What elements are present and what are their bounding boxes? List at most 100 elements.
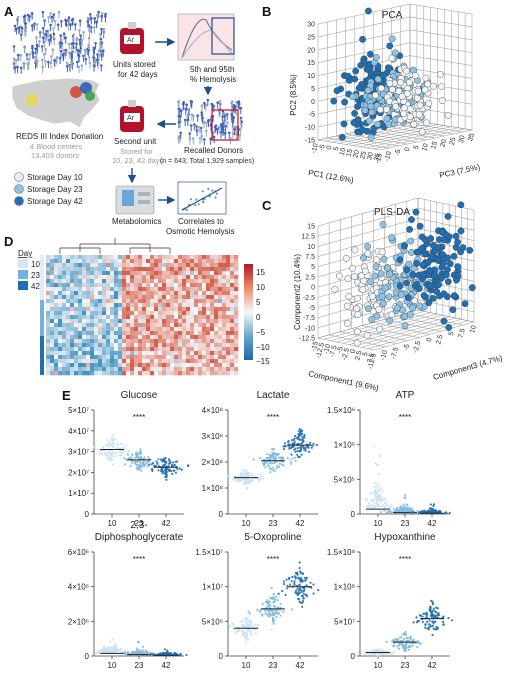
heatmap-cell <box>110 307 115 312</box>
grid-line <box>317 16 411 38</box>
data-point <box>378 485 381 488</box>
chart-title: Hypoxanthine <box>374 532 436 543</box>
heatmap-cell <box>58 335 63 340</box>
heatmap-cell <box>130 339 135 344</box>
data-point <box>281 456 284 459</box>
heatmap-cell <box>106 259 111 264</box>
heatmap-cell <box>218 359 223 364</box>
sample-point <box>359 286 367 293</box>
person-figure <box>14 59 18 62</box>
person-figure <box>58 56 62 60</box>
heatmap-cell <box>86 327 91 332</box>
heatmap-cell <box>78 267 83 272</box>
heatmap-cell <box>54 323 59 328</box>
heatmap-cell <box>178 263 183 268</box>
data-point <box>238 475 241 478</box>
heatmap-cell <box>226 291 231 296</box>
heatmap-cell <box>170 331 175 336</box>
heatmap-cell <box>210 259 215 264</box>
heatmap-cell <box>150 359 155 364</box>
heatmap-cell <box>78 351 83 356</box>
heatmap-cell <box>54 287 59 292</box>
heatmap-cell <box>186 267 191 272</box>
axis-tick-label: -10 <box>323 343 332 355</box>
grid-line <box>345 133 408 145</box>
heatmap-cell <box>114 319 119 324</box>
person-figure <box>64 36 67 39</box>
heatmap-cell <box>218 371 223 376</box>
heatmap-cell <box>62 347 67 352</box>
heatmap-cell <box>222 275 227 280</box>
heatmap-cell <box>70 335 75 340</box>
heatmap-cell <box>46 271 51 276</box>
heatmap-cell <box>142 355 147 360</box>
heatmap-cell <box>194 323 199 328</box>
heatmap-cell <box>194 307 199 312</box>
heatmap-cell <box>222 259 227 264</box>
heatmap-cell <box>102 259 107 264</box>
person-figure <box>178 115 182 119</box>
axis-tick-label: -5 <box>309 305 315 312</box>
heatmap-cell <box>62 363 67 368</box>
data-point <box>296 593 299 597</box>
heatmap-cell <box>162 359 167 364</box>
data-point <box>124 444 127 447</box>
heatmap-cell <box>110 283 115 288</box>
heatmap-cell <box>198 371 203 376</box>
heatmap-cell <box>174 335 179 340</box>
data-point <box>411 639 414 642</box>
heatmap-cell <box>70 343 75 348</box>
heatmap-cell <box>94 323 99 328</box>
heatmap-cell <box>74 339 79 344</box>
data-point <box>437 612 440 615</box>
sample-point <box>405 79 413 86</box>
heatmap-cell <box>142 287 147 292</box>
heatmap-cell <box>234 307 239 312</box>
heatmap-cell <box>222 355 227 360</box>
person-figure <box>22 62 25 65</box>
data-point <box>247 610 250 613</box>
data-point <box>305 576 308 579</box>
heatmap-cell <box>214 303 219 308</box>
heatmap-cell <box>54 303 59 308</box>
person-figure <box>55 57 58 60</box>
data-point <box>119 650 122 654</box>
heatmap-cell <box>94 347 99 352</box>
heatmap-cell <box>142 263 147 268</box>
person-figure <box>87 43 90 47</box>
data-point <box>163 460 166 463</box>
heatmap-cell <box>134 267 139 272</box>
heatmap-cell <box>50 279 55 284</box>
heatmap-cell <box>102 303 107 308</box>
heatmap-cell <box>94 359 99 364</box>
heatmap-cell <box>174 319 179 324</box>
heatmap-cell <box>190 311 195 316</box>
data-point <box>303 436 306 439</box>
heatmap-cell <box>146 255 151 260</box>
grid-line <box>327 137 390 149</box>
data-point <box>377 503 380 506</box>
sample-point <box>338 133 346 141</box>
heatmap-cell <box>118 355 123 360</box>
data-point <box>294 591 297 594</box>
person-figure <box>64 48 68 52</box>
heatmap-cell <box>190 315 195 320</box>
heatmap-cell <box>62 259 67 264</box>
x-tick-label: 42 <box>428 661 437 670</box>
person-figure <box>43 52 46 56</box>
heatmap-cell <box>90 303 95 308</box>
sample-point <box>353 305 361 313</box>
data-point <box>249 479 252 482</box>
data-point <box>156 457 160 461</box>
heatmap-cell <box>198 367 203 372</box>
x-tick-label: 10 <box>242 661 251 670</box>
heatmap-cell <box>166 311 171 316</box>
data-point <box>274 457 277 460</box>
axis-tick-label: 30 <box>458 135 467 144</box>
heatmap-cell <box>218 327 223 332</box>
heatmap-cell <box>170 359 175 364</box>
heatmap-cell <box>142 275 147 280</box>
heatmap-cell <box>110 271 115 276</box>
data-point <box>374 501 378 504</box>
heatmap-cell <box>150 259 155 264</box>
